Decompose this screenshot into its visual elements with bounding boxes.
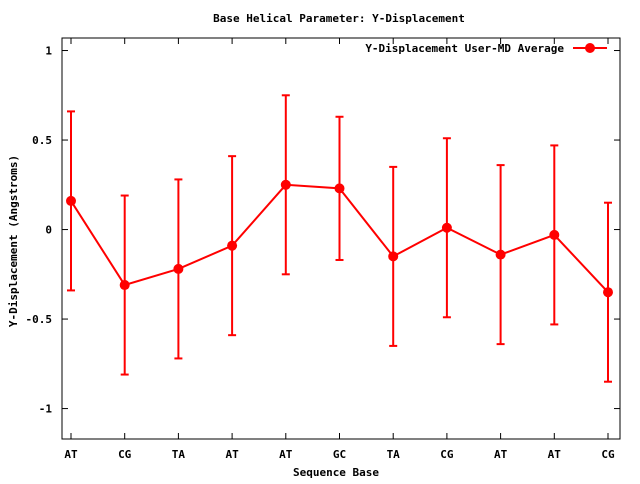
x-tick-label: AT: [548, 448, 562, 461]
y-tick-label: -1: [39, 403, 53, 416]
x-tick-label: TA: [172, 448, 186, 461]
data-point: [441, 222, 452, 233]
x-tick-label: TA: [387, 448, 401, 461]
x-tick-label: GC: [333, 448, 346, 461]
x-tick-label: CG: [601, 448, 615, 461]
y-tick-label: 0.5: [32, 134, 52, 147]
y-tick-label: 0: [45, 224, 52, 237]
data-point: [173, 263, 184, 274]
x-axis-label: Sequence Base: [293, 466, 379, 479]
data-point: [549, 229, 560, 240]
series: [66, 179, 613, 298]
x-tick-label: AT: [279, 448, 293, 461]
chart-title: Base Helical Parameter: Y-Displacement: [213, 12, 465, 25]
data-point: [334, 183, 345, 194]
legend-marker: [585, 43, 595, 53]
x-tick-label: AT: [225, 448, 239, 461]
y-axis-label: Y-Displacement (Angstroms): [7, 155, 20, 327]
x-tick-label: AT: [494, 448, 508, 461]
plot-frame: [61, 37, 621, 440]
error-bars: [67, 94, 612, 383]
data-point: [603, 287, 613, 298]
y-tick-label: -0.5: [26, 313, 53, 326]
data-point: [388, 251, 399, 262]
y-tick-label: 1: [45, 45, 52, 58]
data-point: [280, 179, 291, 190]
y-axis-ticks: 1 0.5 0 -0.5 -1: [26, 45, 620, 416]
data-point: [119, 280, 130, 291]
legend: Y-Displacement User-MD Average: [365, 42, 607, 55]
x-tick-label: AT: [64, 448, 78, 461]
data-point: [227, 240, 238, 251]
x-axis-ticks: AT CG TA AT AT GC TA CG AT AT CG: [64, 38, 615, 461]
x-tick-label: CG: [118, 448, 132, 461]
x-tick-label: CG: [440, 448, 454, 461]
axes: [61, 37, 621, 440]
data-point: [495, 249, 506, 260]
data-point: [66, 195, 76, 206]
legend-label: Y-Displacement User-MD Average: [365, 42, 564, 55]
